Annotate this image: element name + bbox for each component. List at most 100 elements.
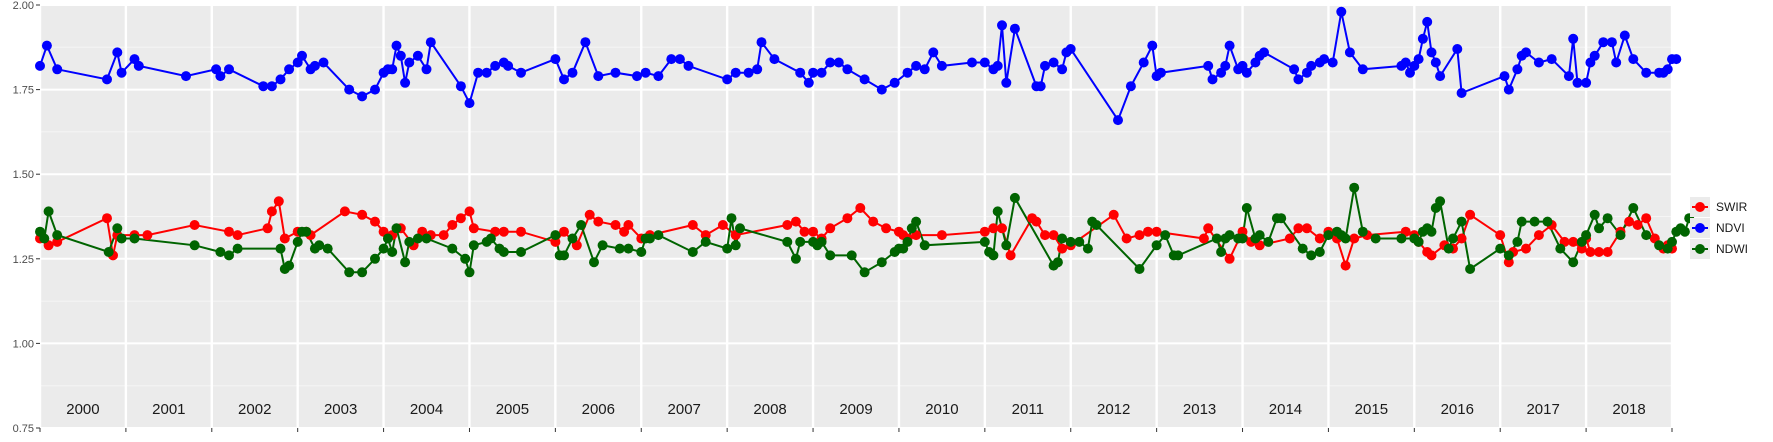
point-swir: [997, 223, 1007, 234]
point-swir: [1031, 216, 1042, 227]
point-swir: [593, 216, 604, 227]
point-swir: [559, 226, 569, 237]
point-ndwi: [1495, 243, 1506, 254]
point-swir: [455, 213, 466, 224]
point-swir: [370, 216, 380, 227]
point-ndwi: [730, 240, 741, 251]
point-ndwi: [1306, 250, 1317, 261]
point-swir: [1108, 209, 1119, 220]
point-ndvi: [1611, 57, 1622, 68]
point-ndwi: [722, 243, 733, 254]
year-label-2008: 2008: [753, 401, 786, 418]
point-ndvi: [1521, 47, 1531, 58]
point-ndvi: [1589, 50, 1600, 61]
point-ndvi: [1001, 77, 1012, 88]
point-ndwi: [1357, 226, 1368, 237]
point-ndwi: [485, 233, 496, 244]
point-swir: [266, 206, 277, 217]
point-ndvi: [1671, 54, 1682, 65]
year-label-2000: 2000: [66, 401, 99, 418]
y-tick-label: 1.50: [13, 169, 34, 181]
year-label-2015: 2015: [1355, 401, 1388, 418]
point-ndvi: [400, 77, 411, 88]
point-ndwi: [1241, 203, 1252, 213]
point-ndwi: [726, 213, 737, 224]
point-ndwi: [1173, 250, 1184, 261]
point-ndwi: [1503, 250, 1514, 261]
point-ndwi: [1082, 243, 1093, 254]
point-ndwi: [1340, 233, 1351, 244]
point-ndvi: [1499, 71, 1510, 82]
point-ndwi: [1615, 230, 1626, 241]
year-label-2002: 2002: [238, 401, 271, 418]
point-ndwi: [979, 236, 990, 247]
point-ndvi: [1581, 77, 1592, 88]
year-label-2016: 2016: [1441, 401, 1474, 418]
point-ndvi: [35, 60, 45, 71]
point-ndwi: [1052, 257, 1063, 268]
point-ndvi: [1306, 60, 1317, 71]
point-ndvi: [911, 60, 922, 71]
point-ndvi: [258, 81, 269, 92]
point-swir: [102, 213, 112, 224]
point-ndwi: [700, 236, 711, 247]
point-ndwi: [43, 206, 54, 217]
point-swir: [1293, 223, 1304, 234]
point-ndvi: [455, 81, 466, 92]
point-ndwi: [382, 233, 393, 244]
point-swir: [516, 226, 526, 237]
point-swir: [584, 209, 595, 220]
point-ndwi: [1211, 233, 1222, 244]
point-swir: [623, 220, 634, 230]
point-ndwi: [378, 243, 389, 254]
point-ndwi: [911, 216, 922, 227]
point-ndvi: [1568, 33, 1579, 44]
point-ndvi: [992, 60, 1003, 71]
point-ndwi: [1057, 233, 1068, 244]
point-ndwi: [919, 240, 930, 251]
point-swir: [988, 223, 999, 234]
point-ndwi: [215, 247, 226, 257]
year-label-2013: 2013: [1183, 401, 1216, 418]
point-ndvi: [1452, 44, 1463, 54]
point-ndwi: [614, 243, 625, 254]
point-swir: [855, 203, 866, 213]
point-ndwi: [902, 236, 913, 247]
point-ndwi: [314, 240, 325, 251]
point-ndwi: [1512, 236, 1523, 247]
point-ndwi: [387, 247, 398, 257]
point-ndvi: [967, 57, 977, 68]
point-ndvi: [1035, 81, 1046, 92]
point-ndvi: [1357, 64, 1368, 75]
point-swir: [610, 220, 621, 230]
point-swir: [1426, 250, 1437, 261]
point-ndwi: [790, 253, 801, 264]
point-swir: [868, 216, 879, 227]
year-label-2004: 2004: [410, 401, 443, 418]
year-label-2005: 2005: [496, 401, 529, 418]
point-ndwi: [576, 220, 587, 230]
year-label-2018: 2018: [1612, 401, 1645, 418]
point-ndvi: [803, 77, 814, 88]
point-ndvi: [1138, 57, 1149, 68]
point-ndvi: [1422, 16, 1433, 27]
point-ndwi: [1654, 240, 1665, 251]
point-ndwi: [52, 230, 63, 241]
point-ndwi: [116, 233, 127, 244]
point-ndwi: [357, 267, 368, 278]
point-swir: [1521, 243, 1531, 254]
point-ndwi: [559, 250, 569, 261]
point-ndvi: [889, 77, 900, 88]
point-ndvi: [1319, 54, 1330, 65]
point-ndvi: [1546, 54, 1557, 65]
point-swir: [189, 220, 200, 230]
point-ndvi: [52, 64, 63, 75]
point-ndvi: [559, 74, 569, 85]
point-ndwi: [1396, 233, 1407, 244]
point-ndwi: [550, 230, 561, 241]
point-ndwi: [644, 233, 655, 244]
point-ndwi: [589, 257, 599, 268]
point-ndwi: [464, 267, 475, 278]
point-ndwi: [1602, 213, 1613, 224]
